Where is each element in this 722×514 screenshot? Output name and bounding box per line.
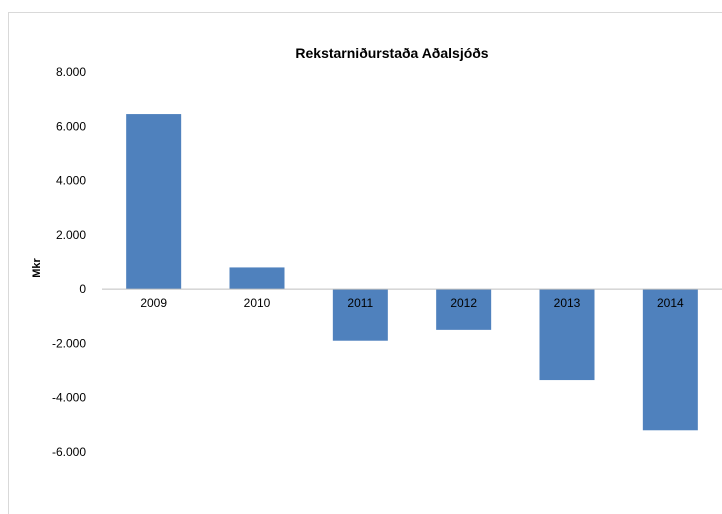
bar-2014 xyxy=(642,289,698,431)
y-tick-label: 2.000 xyxy=(56,228,86,242)
x-tick-label: 2012 xyxy=(450,296,477,310)
y-tick-label: 8.000 xyxy=(56,65,86,79)
y-tick-label: -2.000 xyxy=(52,336,86,350)
y-tick-label: 6.000 xyxy=(56,119,86,133)
y-tick-label: -6.000 xyxy=(52,445,86,459)
x-tick-label: 2013 xyxy=(554,296,581,310)
bar-2011 xyxy=(332,289,388,341)
x-axis-ticks: 2009 2010 2011 2012 2013 2014 xyxy=(140,296,684,310)
x-tick-label: 2010 xyxy=(244,296,271,310)
bars xyxy=(126,114,698,431)
x-tick-label: 2009 xyxy=(140,296,167,310)
bar-2013 xyxy=(539,289,595,381)
y-tick-label: 0 xyxy=(79,282,86,296)
x-tick-label: 2011 xyxy=(347,296,373,310)
y-tick-label: -4.000 xyxy=(52,391,86,405)
y-axis-ticks: 8.000 6.000 4.000 2.000 0 -2.000 -4.000 -6.000 xyxy=(52,65,86,459)
x-tick-label: 2014 xyxy=(657,296,684,310)
y-tick-label: 4.000 xyxy=(56,174,86,188)
chart-title: Rekstarniðurstaða Aðalsjóðs xyxy=(295,45,488,61)
bar-2009 xyxy=(126,114,182,290)
y-axis-label: Mkr xyxy=(31,258,43,278)
bar-2012 xyxy=(436,289,492,330)
bar-2010 xyxy=(229,267,285,290)
